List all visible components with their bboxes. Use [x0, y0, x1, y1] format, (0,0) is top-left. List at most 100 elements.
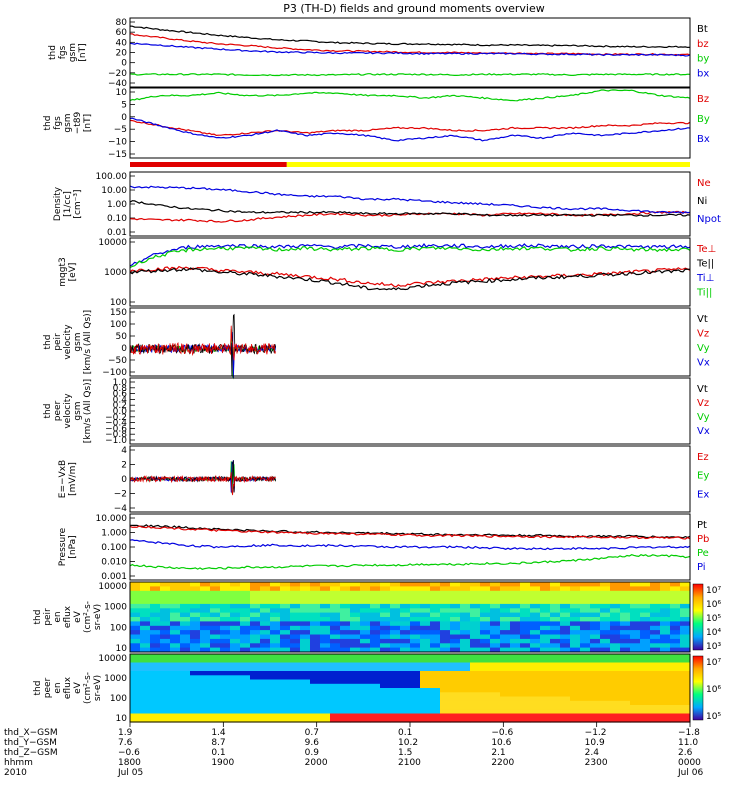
heatmap-cell [140, 612, 151, 618]
heatmap-cell [470, 621, 481, 627]
heatmap-cell [370, 582, 381, 587]
ytick-label: 0 [121, 59, 127, 69]
heatmap-cell [480, 675, 491, 681]
heatmap-cell [470, 692, 481, 698]
heatmap-cell [570, 603, 581, 609]
heatmap-cell [270, 662, 281, 668]
heatmap-cell [140, 617, 151, 622]
heatmap-cell [200, 630, 211, 635]
heatmap-cell [550, 700, 561, 706]
heatmap-cell [630, 671, 641, 676]
heatmap-cell [440, 582, 451, 587]
heatmap-cell [350, 617, 361, 622]
xaxis-row-label: hhmm [4, 758, 33, 768]
heatmap-cell [410, 675, 421, 681]
heatmap-cell [130, 679, 141, 685]
heatmap-cell [550, 688, 561, 693]
heatmap-cell [470, 647, 481, 653]
heatmap-cell [140, 700, 151, 706]
heatmap-cell [470, 603, 481, 609]
heatmap-cell [370, 658, 381, 664]
heatmap-cell [680, 683, 691, 689]
heatmap-cell [150, 688, 161, 693]
heatmap-cell [560, 713, 571, 719]
heatmap-cell [530, 625, 541, 631]
heatmap-cell [250, 683, 261, 689]
heatmap-cell [310, 688, 321, 693]
heatmap-cell [390, 621, 401, 627]
heatmap-cell [640, 658, 651, 664]
heatmap-cell [310, 586, 321, 592]
heatmap-cell [540, 638, 551, 644]
heatmap-cell [460, 617, 471, 622]
heatmap-cell [220, 582, 231, 587]
heatmap-cell [530, 586, 541, 592]
heatmap-cell [240, 662, 251, 668]
ytick-label: −100 [102, 368, 127, 378]
heatmap-cell [240, 586, 251, 592]
heatmap-cell [260, 643, 271, 649]
heatmap-cell [310, 647, 321, 653]
heatmap-cell [590, 638, 601, 644]
heatmap-cell [350, 709, 361, 715]
heatmap-cell [490, 717, 501, 723]
heatmap-cell [360, 713, 371, 719]
heatmap-cell [470, 582, 481, 587]
heatmap-cell [410, 692, 421, 698]
heatmap-cell [630, 688, 641, 693]
heatmap-cell [630, 683, 641, 689]
heatmap-cell [220, 679, 231, 685]
ylabel-line: en [53, 611, 63, 622]
heatmap-cell [230, 666, 241, 672]
heatmap-cell [390, 599, 401, 605]
heatmap-cell [280, 647, 291, 653]
heatmap-cell [540, 688, 551, 693]
heatmap-cell [130, 671, 141, 676]
heatmap-cell [500, 658, 511, 664]
heatmap-cell [640, 688, 651, 693]
heatmap-cell [670, 630, 681, 635]
legend-Pb: Pb [697, 534, 709, 545]
heatmap-cell [450, 671, 461, 676]
heatmap-cell [480, 688, 491, 693]
heatmap-cell [540, 608, 551, 614]
heatmap-cell [290, 612, 301, 618]
ylabel-line: (cm²-s- [83, 601, 93, 633]
heatmap-cell [170, 717, 181, 723]
heatmap-cell [480, 696, 491, 702]
heatmap-cell [660, 671, 671, 676]
heatmap-cell [180, 679, 191, 685]
heatmap-cell [340, 654, 351, 659]
heatmap-cell [190, 683, 201, 689]
heatmap-cell [340, 717, 351, 723]
heatmap-cell [320, 599, 331, 605]
heatmap-cell [550, 599, 561, 605]
heatmap-cell [160, 590, 171, 596]
heatmap-cell [140, 679, 151, 685]
heatmap-cell [390, 696, 401, 702]
heatmap-cell [530, 675, 541, 681]
heatmap-cell [430, 647, 441, 653]
heatmap-cell [180, 612, 191, 618]
heatmap-cell [220, 617, 231, 622]
panel-frame [129, 171, 691, 237]
heatmap-cell [620, 647, 631, 653]
heatmap-cell [440, 634, 451, 640]
heatmap-cell [380, 590, 391, 596]
series-line-Pb [129, 525, 691, 540]
heatmap-cell [400, 700, 411, 706]
heatmap-cell [450, 582, 461, 587]
heatmap-cell [490, 638, 501, 644]
heatmap-cell [510, 654, 521, 659]
heatmap-cell [630, 696, 641, 702]
heatmap-cell [470, 696, 481, 702]
heatmap-cell [340, 713, 351, 719]
heatmap-cell [580, 586, 591, 592]
heatmap-cell [200, 603, 211, 609]
heatmap-cell [590, 647, 601, 653]
heatmap-cell [650, 643, 661, 649]
heatmap-cell [570, 675, 581, 681]
ylabel-line: gsm [63, 113, 73, 132]
heatmap-cell [220, 638, 231, 644]
flag-bar-red [130, 162, 287, 167]
